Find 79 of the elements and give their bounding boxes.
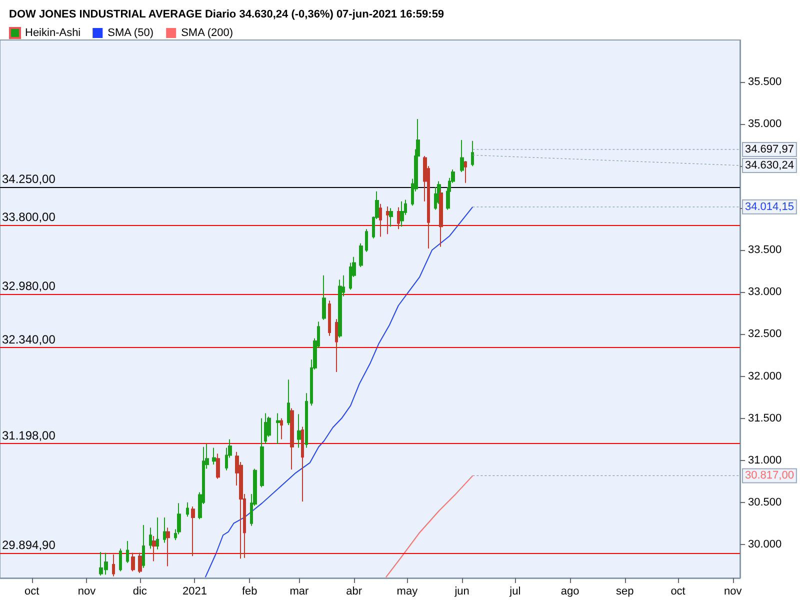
candlestick (156, 516, 159, 550)
x-tick-label: feb (242, 586, 258, 598)
candlestick (191, 506, 195, 557)
ref-line-label: 34.250,00 (2, 172, 56, 186)
ref-line-label: 32.340,00 (2, 332, 56, 347)
candlestick (138, 552, 142, 574)
x-tick-label: mar (290, 586, 309, 598)
ref-line-label: 33.800,00 (2, 210, 56, 224)
x-tick-label: jul (508, 586, 521, 598)
candlestick (328, 300, 331, 336)
candlestick (305, 392, 308, 448)
legend-label: SMA (50) (108, 27, 154, 39)
legend-label: SMA (200) (181, 27, 234, 39)
annotation: 34.014,15 (745, 200, 794, 213)
annotation: 30.817,00 (745, 470, 794, 482)
y-tick-label: 35.000 (748, 118, 782, 130)
candlestick (163, 516, 166, 544)
x-tick-label: ago (560, 586, 580, 598)
candlestick (152, 535, 156, 562)
y-tick-label: 31.500 (748, 412, 782, 424)
candlestick (212, 447, 216, 466)
candlestick (126, 540, 129, 564)
candlestick (166, 527, 170, 567)
candlestick (260, 418, 264, 488)
x-tick-label: oct (670, 586, 686, 598)
candlestick (301, 426, 304, 502)
x-tick-label: oct (24, 586, 40, 598)
x-tick-label: 2021 (182, 586, 207, 598)
candlestick (280, 418, 283, 440)
line-series (385, 475, 474, 578)
candlestick (439, 189, 443, 248)
y-tick-label: 33.000 (748, 286, 782, 298)
candlestick (276, 412, 280, 444)
candlestick (397, 206, 400, 230)
candlestick (389, 208, 393, 228)
candlestick (335, 318, 338, 373)
candlestick (142, 524, 145, 568)
y-tick-label: 33.500 (748, 244, 782, 256)
y-tick-label: 32.500 (748, 328, 782, 340)
x-tick-label: may (396, 586, 418, 598)
x-tick-label: dic (132, 586, 148, 598)
annotation: 34.697,97 (745, 143, 794, 156)
x-tick-label: nov (724, 586, 742, 598)
candlestick (460, 140, 464, 172)
candlestick (297, 414, 301, 448)
y-tick-label: 30.000 (748, 538, 782, 550)
candlestick (338, 279, 342, 338)
candlestick (379, 203, 382, 238)
candlestick (359, 242, 363, 268)
candlestick (216, 453, 220, 480)
candlestick (464, 160, 467, 184)
ref-line-label: 32.980,00 (2, 278, 56, 293)
candlestick (131, 552, 135, 572)
y-tick-label: 35.500 (748, 76, 782, 88)
y-tick-label: 32.000 (748, 370, 782, 382)
candlestick (365, 228, 368, 252)
candlestick (112, 554, 115, 577)
annotation: 34.630,24 (745, 159, 794, 172)
y-tick-label: 31.000 (748, 454, 782, 466)
legend-label: Heikin-Ashi (25, 27, 81, 39)
x-tick-label: nov (78, 586, 96, 598)
candlestick (400, 200, 404, 228)
candlestick (322, 274, 326, 320)
x-tick-label: sep (616, 586, 634, 598)
candlestick (264, 412, 267, 444)
candlestick (290, 408, 294, 470)
candlestick (386, 206, 389, 235)
candlestick (287, 379, 290, 426)
chart-title: DOW JONES INDUSTRIAL AVERAGE Diario 34.630,24 (-0,36%) 07-jun-2021 16:59:59 (9, 8, 444, 20)
candlestick (471, 140, 474, 167)
x-tick-label: jun (454, 586, 470, 598)
candlestick (186, 502, 189, 518)
y-tick-label: 30.500 (748, 496, 782, 508)
ref-line-label: 31.198,00 (2, 428, 56, 443)
candlestick (149, 527, 152, 550)
x-tick-label: abr (346, 586, 362, 598)
candlestick (119, 548, 122, 572)
ref-line-label: 29.894,90 (2, 538, 56, 552)
line-series (204, 206, 474, 578)
